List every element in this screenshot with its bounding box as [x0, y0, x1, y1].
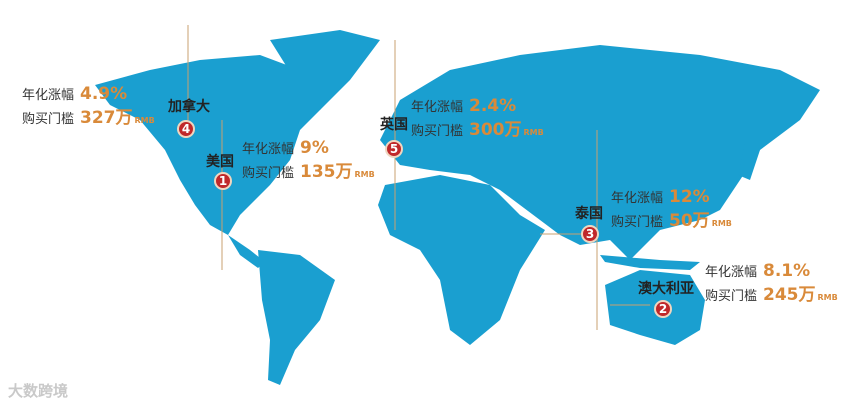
- growth-label: 年化涨幅: [611, 191, 664, 206]
- central-america: [228, 235, 265, 268]
- unit: RMB: [817, 293, 838, 302]
- marker-4[interactable]: 4: [177, 120, 195, 138]
- country-name-thailand: 泰国: [575, 206, 603, 222]
- threshold-label: 购买门槛: [22, 112, 75, 127]
- growth-value: 8.1%: [763, 261, 811, 281]
- watermark: 大数跨境: [8, 382, 69, 400]
- unit: RMB: [134, 116, 155, 125]
- greenland: [270, 30, 380, 110]
- country-name-uk: 英国: [380, 117, 408, 133]
- threshold-value: 327万: [80, 108, 133, 128]
- growth-label: 年化涨幅: [22, 88, 75, 103]
- marker-5[interactable]: 5: [385, 140, 403, 158]
- threshold-value: 50万: [669, 211, 710, 231]
- marker-1[interactable]: 1: [214, 172, 232, 190]
- threshold-value: 135万: [300, 162, 353, 182]
- threshold-label: 购买门槛: [242, 166, 295, 181]
- country-name-usa: 美国: [206, 154, 234, 170]
- threshold-value: 245万: [763, 285, 816, 305]
- growth-label: 年化涨幅: [411, 100, 464, 115]
- threshold-value: 300万: [469, 120, 522, 140]
- marker-3[interactable]: 3: [581, 225, 599, 243]
- canada-stats: 年化涨幅 4.9% 购买门槛 327万 RMB: [22, 86, 155, 134]
- japan: [738, 140, 760, 180]
- europe-asia: [380, 45, 820, 260]
- growth-value: 4.9%: [80, 84, 128, 104]
- north-america: [95, 55, 340, 235]
- unit: RMB: [523, 128, 544, 137]
- unit: RMB: [354, 170, 375, 179]
- thailand-stats: 年化涨幅 12% 购买门槛 50万 RMB: [611, 189, 732, 237]
- indonesia: [600, 255, 700, 270]
- usa-stats: 年化涨幅 9% 购买门槛 135万 RMB: [242, 140, 375, 188]
- threshold-label: 购买门槛: [411, 124, 464, 139]
- threshold-label: 购买门槛: [705, 289, 758, 304]
- country-name-australia: 澳大利亚: [638, 281, 694, 297]
- unit: RMB: [711, 219, 732, 228]
- south-america: [258, 250, 335, 385]
- threshold-label: 购买门槛: [611, 215, 664, 230]
- growth-label: 年化涨幅: [705, 265, 758, 280]
- australia-stats: 年化涨幅 8.1% 购买门槛 245万 RMB: [705, 263, 838, 311]
- growth-value: 2.4%: [469, 96, 517, 116]
- growth-value: 9%: [300, 138, 329, 158]
- growth-value: 12%: [669, 187, 710, 207]
- country-name-canada: 加拿大: [168, 99, 210, 115]
- africa: [378, 175, 545, 345]
- growth-label: 年化涨幅: [242, 142, 295, 157]
- uk-stats: 年化涨幅 2.4% 购买门槛 300万 RMB: [411, 98, 544, 146]
- marker-2[interactable]: 2: [654, 300, 672, 318]
